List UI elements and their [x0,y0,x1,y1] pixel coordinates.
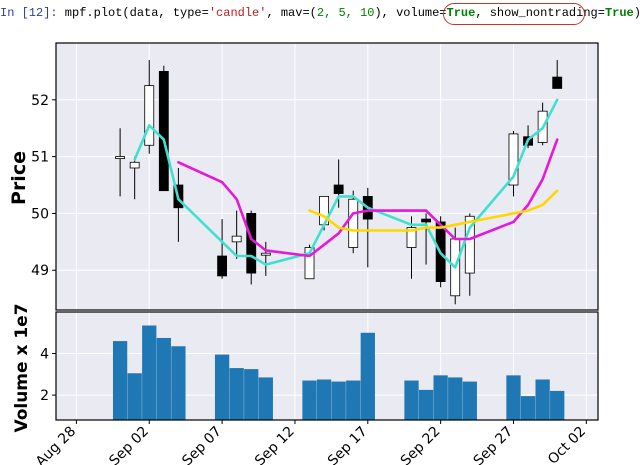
volume-axes: 24 [40,311,599,421]
candle-body-down [246,213,257,274]
volume-tick-label: 4 [40,347,49,363]
x-tick-label: Sep 27 [471,424,517,465]
code-type-value: 'candle' [208,6,267,20]
volume-bar [156,337,171,420]
volume-bar [244,369,259,420]
code-mav-values: 2, 5, 10 [316,6,375,20]
volume-bar [448,377,463,420]
volume-bar [258,377,273,420]
x-tick-label: Sep 22 [398,423,444,465]
candle-body-down [333,184,344,194]
volume-bar [535,379,550,420]
volume-bar [360,332,375,420]
volume-bar [302,380,317,420]
price-tick-label: 51 [31,150,49,166]
volume-panel-frame [55,311,599,421]
code-volume-label: ), volume= [374,6,447,20]
x-tick-label: Aug 28 [33,424,79,465]
candle-body-up [144,85,155,146]
candle-body-down [158,71,169,192]
volume-bar [550,390,565,420]
candle-body-up [260,252,271,256]
x-tick-label: Sep 12 [252,423,298,465]
show-nontrading-highlight-oval [443,3,585,25]
volume-bar [112,341,128,420]
candle-body-up [304,247,315,280]
candle-body-down [552,76,563,89]
volume-bar [316,379,332,420]
volume-tick-label: 2 [40,388,49,404]
moving-average-line [133,98,559,269]
code-mav-label: , mav=( [266,6,317,20]
volume-bar [171,346,186,420]
candle-body-up [464,215,475,274]
price-axis-label: Price [8,151,30,205]
volume-marks [112,325,565,420]
x-axis: Aug 28 Sep 02 Sep 07 Sep 12 Sep 17 Sep 22 Sep … [33,420,589,465]
volume-bar [346,380,361,420]
x-tick-label: Oct 02 [545,423,589,465]
candle-body-up [508,133,519,186]
candle-body-up [348,198,359,248]
price-marks [115,60,563,305]
volume-bar [142,325,157,420]
moving-average-line [177,138,559,258]
volume-bar [229,368,244,420]
price-axes: 49 50 51 52 [31,42,599,311]
volume-bar [462,381,477,420]
volume-bar [506,375,521,420]
candle-body-down [421,218,431,223]
code-separator: , [475,6,490,20]
volume-bar [433,375,448,420]
notebook-code-line: In [12]: mpf.plot(data, type='candle', m… [0,0,640,26]
price-tick-label: 50 [31,206,49,222]
x-tick-label: Sep 02 [106,423,152,465]
volume-bar [520,396,536,420]
code-call-end: ) [634,6,640,20]
volume-bar [404,380,419,420]
candle-body-down [217,255,228,277]
moving-average-line [308,189,559,232]
volume-bar [331,381,346,420]
volume-bar [418,389,434,420]
code-call-start: mpf.plot(data, type= [57,6,209,20]
price-tick-label: 52 [31,93,49,109]
x-tick-label: Sep 17 [325,424,371,465]
candle-body-up [406,227,417,248]
price-panel-frame [55,42,599,311]
candle-body-up [231,235,242,243]
volume-bar [127,373,142,420]
price-tick-label: 49 [31,263,49,279]
code-nontrading-value: True [604,6,634,20]
candle-body-up [115,156,126,160]
x-tick-label: Sep 07 [179,424,225,465]
candle-body-up [129,161,140,169]
volume-axis-label: Volume x 1e7 [12,303,32,432]
cell-prompt: In [12]: [0,6,58,20]
volume-bar [214,354,230,420]
